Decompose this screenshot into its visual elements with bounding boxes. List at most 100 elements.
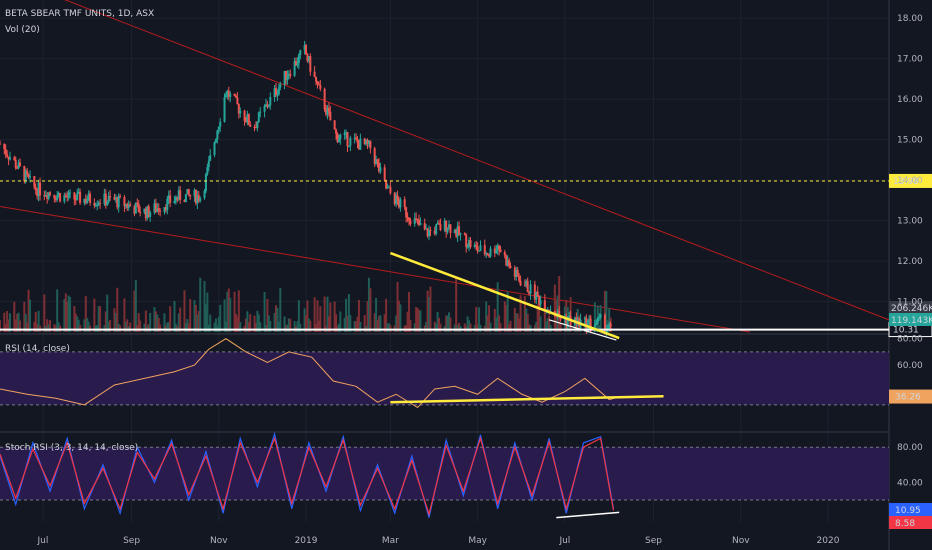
candle-body <box>546 309 549 311</box>
candle-body <box>449 224 452 234</box>
candle-body <box>285 71 288 81</box>
volume-bar <box>227 288 230 332</box>
volume-bar <box>369 288 372 332</box>
volume-bar <box>535 321 538 332</box>
candle-body <box>84 198 87 203</box>
candle-body <box>599 314 602 317</box>
volume-bar <box>366 301 369 332</box>
volume-bar <box>539 316 542 332</box>
volume-bar <box>359 322 362 332</box>
candle-body <box>317 84 320 86</box>
volume-bar <box>23 301 26 332</box>
candle-body <box>369 140 372 149</box>
volume-bar <box>316 300 319 332</box>
candle-body <box>253 126 256 128</box>
volume-bar <box>593 302 596 332</box>
volume-bar <box>207 324 210 332</box>
volume-bar <box>605 291 608 332</box>
volume-bar <box>269 320 272 332</box>
candle-body <box>117 195 120 208</box>
volume-bar <box>167 322 170 332</box>
candle-body <box>177 190 180 200</box>
volume-bar <box>104 311 107 332</box>
volume-bar <box>528 324 531 332</box>
volume-bar <box>548 315 551 332</box>
stoch-value-box <box>889 503 932 516</box>
stoch-value-label: 10.95 <box>895 506 921 516</box>
volume-bar <box>203 281 206 332</box>
candle-body <box>17 162 20 169</box>
volume-bar <box>476 323 479 332</box>
volume-bar <box>257 314 260 332</box>
volume-bar <box>337 323 340 332</box>
candle-body <box>346 132 349 147</box>
candle-body <box>223 97 226 122</box>
candle-body <box>555 316 558 318</box>
candle-body <box>226 90 229 95</box>
volume-bar <box>77 319 80 332</box>
volume-bar <box>156 314 159 332</box>
volume-label: 119.143K <box>891 316 932 326</box>
volume-bar <box>513 307 516 332</box>
volume-bar <box>558 276 561 332</box>
volume-bar <box>134 279 137 332</box>
volume-bar <box>177 313 180 332</box>
candle-body <box>379 167 382 172</box>
volume-bar <box>355 321 358 332</box>
candle-body <box>176 197 179 200</box>
candle-body <box>163 207 166 212</box>
volume-bar <box>545 320 548 332</box>
candle-body <box>183 200 186 203</box>
volume-bar <box>236 316 239 332</box>
candle-body <box>458 226 461 235</box>
volume-bar <box>93 298 96 332</box>
candle-body <box>385 179 388 189</box>
candle-body <box>16 167 19 169</box>
candle-body <box>345 132 348 134</box>
volume-bar <box>224 321 227 332</box>
volume-bar <box>367 277 370 332</box>
price-trendline <box>389 251 620 340</box>
candle-body <box>306 54 309 61</box>
price-tick-label: 17.00 <box>897 55 923 65</box>
candle-body <box>243 110 246 121</box>
volume-bar <box>67 295 70 332</box>
volume-bar <box>33 321 36 332</box>
x-axis-label: Mar <box>382 536 399 546</box>
candle-body <box>485 253 488 255</box>
stoch-line-d <box>0 436 615 517</box>
volume-bar <box>373 313 376 332</box>
candle-body <box>435 224 438 234</box>
candle-body <box>39 182 42 196</box>
candle-body <box>46 195 49 199</box>
volume-bar <box>217 316 220 332</box>
volume-bar <box>87 321 90 332</box>
volume-bar <box>26 322 29 332</box>
stoch-line-k <box>0 431 615 518</box>
volume-bar <box>425 321 428 332</box>
rsi-tick-label: 60.00 <box>897 361 923 371</box>
price-tick-label: 18.00 <box>897 14 923 24</box>
volume-bar <box>309 320 312 332</box>
volume-bar <box>525 308 528 332</box>
candle-body <box>67 192 70 198</box>
rsi-value-label: 36.26 <box>895 393 921 403</box>
candle-body <box>426 228 429 237</box>
volume-bar <box>559 323 562 332</box>
candle-body <box>519 280 522 286</box>
stoch-tick-label: 40.00 <box>897 478 923 488</box>
candle-body <box>543 300 546 311</box>
volume-bar <box>186 318 189 332</box>
volume-bar <box>296 321 299 332</box>
volume-bar <box>297 300 300 332</box>
candle-body <box>505 255 508 266</box>
x-axis-label: 2019 <box>295 536 318 546</box>
candle-body <box>207 160 210 168</box>
volume-bar <box>266 298 269 332</box>
candle-body <box>335 129 338 134</box>
candle-body <box>239 110 242 114</box>
volume-bar <box>199 277 202 332</box>
volume-bar <box>214 318 217 332</box>
volume-bar <box>426 290 429 332</box>
